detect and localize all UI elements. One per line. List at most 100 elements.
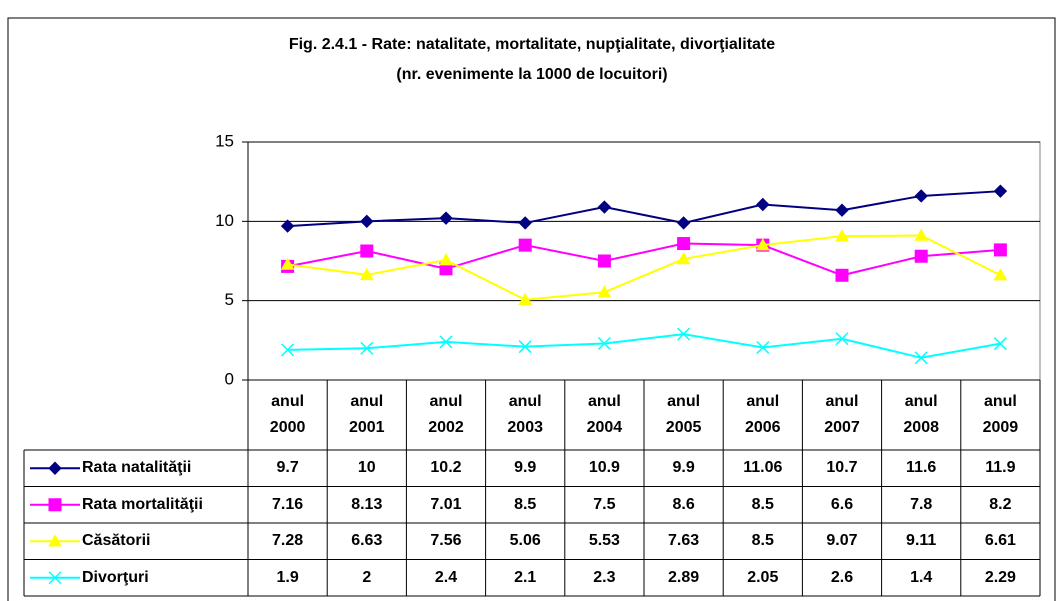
chart-title: Fig. 2.4.1 - Rate: natalitate, mortalita… [288,36,776,53]
y-tick-label: 5 [225,290,234,309]
table-value: 2.1 [514,568,537,586]
category-label: anul 2001 [348,393,385,436]
table-value: 11.6 [906,459,937,477]
marker [914,189,928,203]
marker [280,219,295,233]
series-line [287,333,1001,359]
marker [597,254,611,268]
category-label: anul 2003 [507,393,543,436]
marker [993,184,1008,198]
y-tick-label: 10 [215,211,234,230]
table-value: 8.13 [351,495,383,513]
table-value: 2.05 [747,568,779,586]
marker [755,238,770,251]
table-value: 1.9 [276,568,299,586]
legend-label: Divorţuri [82,568,149,586]
category-label: anul 2007 [824,393,860,436]
table-value: 9.9 [514,459,537,477]
table-value: 8.5 [514,495,537,513]
table-value: 6.63 [351,532,383,550]
table-value: 9.07 [826,532,858,550]
table-value: 10.2 [430,459,462,477]
plot-area [247,141,1041,381]
marker [360,341,374,355]
table-value: 9.7 [276,459,299,477]
category-label: anul 2002 [428,393,464,436]
table-value: 7.63 [668,532,700,550]
table-value: 9.11 [906,532,937,550]
marker [835,268,849,282]
marker [993,243,1007,257]
marker [676,251,691,265]
marker [835,203,849,217]
table-value: 10 [357,459,376,477]
table-value: 10.9 [588,459,620,477]
marker [597,200,612,214]
marker [597,285,612,298]
table-value: 8.2 [989,495,1012,513]
marker [359,267,374,281]
category-label: anul 2000 [269,393,306,436]
table-value: 8.6 [672,495,695,513]
marker [993,268,1008,281]
table-value: 7.5 [593,495,616,513]
y-tick-label: 0 [225,369,234,388]
marker [518,340,532,354]
marker [677,237,691,251]
table-value: 7.56 [430,532,462,550]
marker [518,238,532,252]
marker [360,214,374,229]
table-value: 2.29 [984,568,1016,586]
table-value: 5.53 [588,532,620,550]
marker [914,351,928,365]
marker [518,216,532,230]
table-value: 2 [362,568,372,586]
legend-label: Căsătorii [82,532,151,550]
table-value: 6.61 [984,532,1016,550]
table-value: 6.6 [830,495,854,513]
category-label: anul 2008 [903,393,939,436]
marker [280,257,295,270]
series-line [287,190,1001,228]
table-value: 5.06 [509,532,541,550]
table-value: 11.06 [743,459,783,477]
series-line [287,234,1001,301]
marker [993,337,1007,351]
marker [360,244,374,258]
table-value: 11.9 [985,459,1016,477]
table-value: 8.5 [751,495,774,513]
marker [756,197,770,212]
marker [48,534,62,547]
table-value: 8.5 [751,532,774,550]
legend-label: Rata mortalităţii [82,495,203,513]
marker [835,332,849,346]
marker [914,249,928,263]
category-label: anul 2009 [982,393,1019,436]
table-value: 2.6 [830,568,854,586]
marker [48,461,62,475]
category-label: anul 2005 [665,393,702,436]
table-value: 2.4 [434,568,458,586]
series-line [287,242,1001,277]
table-value: 7.01 [430,495,462,513]
category-label: anul 2006 [744,393,781,436]
marker [439,253,453,266]
table-value: 2.3 [593,568,616,586]
marker [48,571,62,585]
table-value: 9.9 [672,459,695,477]
marker [281,343,295,357]
table-value: 2.89 [668,568,700,586]
table-value: 10.7 [826,459,858,477]
chart-subtitle: (nr. evenimente la 1000 de locuitori) [396,66,668,83]
y-tick-label: 15 [215,131,234,150]
marker [677,327,691,341]
marker [676,216,691,230]
table-value: 7.16 [272,495,304,513]
table-value: 7.28 [272,532,304,550]
marker [439,335,453,349]
table-value: 1.4 [910,568,933,586]
marker [914,228,929,241]
frame [7,17,1056,601]
